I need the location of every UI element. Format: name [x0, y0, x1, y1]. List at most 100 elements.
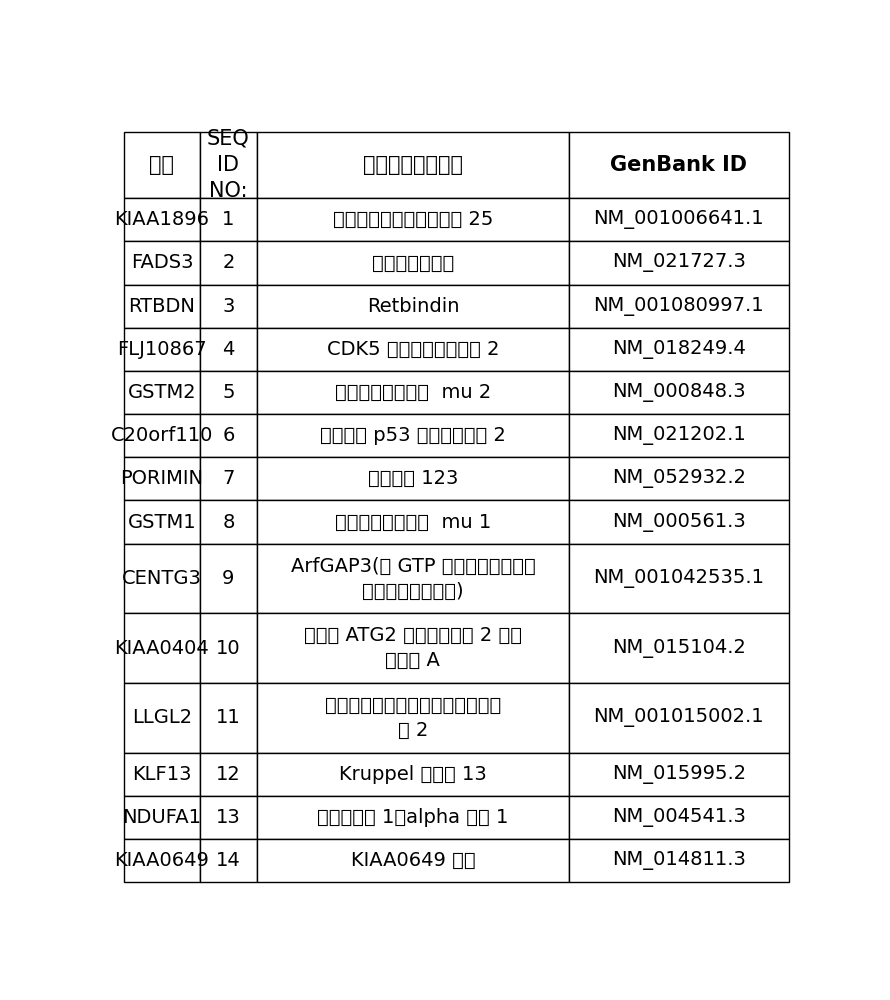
Text: NM_001080997.1: NM_001080997.1 — [594, 297, 765, 316]
Bar — [570, 328, 789, 371]
Text: GSTM1: GSTM1 — [127, 513, 196, 532]
Bar — [570, 500, 789, 544]
Text: RTBDN: RTBDN — [128, 297, 195, 316]
Bar — [256, 839, 570, 882]
Bar — [200, 683, 256, 753]
Text: 与酵母 ATG2 自噬相关蛋白 2 同源
的蛋白 A: 与酵母 ATG2 自噬相关蛋白 2 同源 的蛋白 A — [303, 626, 522, 670]
Bar — [124, 371, 200, 414]
Bar — [256, 414, 570, 457]
Text: LLGL2: LLGL2 — [132, 708, 192, 727]
Text: NM_001042535.1: NM_001042535.1 — [594, 569, 765, 588]
Bar — [256, 544, 570, 613]
Text: 6: 6 — [222, 426, 235, 445]
Text: NM_015104.2: NM_015104.2 — [612, 639, 746, 658]
Text: 谷胱甘肽硫转移酶  mu 1: 谷胱甘肽硫转移酶 mu 1 — [335, 513, 491, 532]
Text: NM_000561.3: NM_000561.3 — [612, 513, 746, 532]
Text: 肿瘤蛋白 p53 诱导的核蛋白 2: 肿瘤蛋白 p53 诱导的核蛋白 2 — [320, 426, 506, 445]
Text: PORIMIN: PORIMIN — [120, 469, 204, 488]
Text: NM_014811.3: NM_014811.3 — [612, 851, 746, 870]
Text: 5: 5 — [222, 383, 235, 402]
Bar — [200, 285, 256, 328]
Bar — [200, 328, 256, 371]
Text: KIAA0649: KIAA0649 — [115, 851, 209, 870]
Bar — [570, 544, 789, 613]
Text: NM_000848.3: NM_000848.3 — [612, 383, 746, 402]
Text: NM_052932.2: NM_052932.2 — [611, 469, 746, 488]
Bar — [256, 796, 570, 839]
Text: Retbindin: Retbindin — [367, 297, 459, 316]
Bar — [200, 839, 256, 882]
Text: 3: 3 — [222, 297, 235, 316]
Bar — [124, 241, 200, 285]
Text: NM_021727.3: NM_021727.3 — [612, 253, 746, 272]
Bar — [256, 198, 570, 241]
Bar — [200, 544, 256, 613]
Bar — [124, 544, 200, 613]
Bar — [124, 613, 200, 683]
Bar — [200, 613, 256, 683]
Text: KIAA0649 蛋白: KIAA0649 蛋白 — [351, 851, 475, 870]
Bar — [124, 683, 200, 753]
Bar — [570, 371, 789, 414]
Text: 4: 4 — [222, 340, 235, 359]
Text: 8: 8 — [222, 513, 235, 532]
Bar — [570, 241, 789, 285]
Text: 与果蝇巨大幼虫致死基因同源的蛋
白 2: 与果蝇巨大幼虫致死基因同源的蛋 白 2 — [325, 696, 501, 740]
Bar — [124, 753, 200, 796]
Text: NM_004541.3: NM_004541.3 — [612, 808, 746, 827]
Text: ArfGAP3(含 GTP 酶活性域，锚蛋白
重复位点和苯基域): ArfGAP3(含 GTP 酶活性域，锚蛋白 重复位点和苯基域) — [290, 557, 535, 601]
Bar — [200, 241, 256, 285]
Text: NM_018249.4: NM_018249.4 — [612, 340, 746, 359]
Bar — [124, 457, 200, 500]
Bar — [570, 839, 789, 882]
Bar — [256, 285, 570, 328]
Bar — [200, 371, 256, 414]
Text: 可溶性运载蛋白家族成员 25: 可溶性运载蛋白家族成员 25 — [333, 210, 493, 229]
Text: KIAA1896: KIAA1896 — [115, 210, 209, 229]
Text: 12: 12 — [216, 765, 241, 784]
Text: GenBank ID: GenBank ID — [611, 155, 748, 175]
Text: CDK5 调节亚基结合蛋白 2: CDK5 调节亚基结合蛋白 2 — [327, 340, 499, 359]
Text: 14: 14 — [216, 851, 241, 870]
Bar — [124, 839, 200, 882]
Text: KLF13: KLF13 — [132, 765, 191, 784]
Text: 脂肪酸去饱和酶: 脂肪酸去饱和酶 — [372, 253, 454, 272]
Bar — [570, 683, 789, 753]
Text: CENTG3: CENTG3 — [122, 569, 202, 588]
Text: 谷胱甘肽硫转移酶  mu 2: 谷胱甘肽硫转移酶 mu 2 — [335, 383, 491, 402]
Text: 基因: 基因 — [150, 155, 174, 175]
Bar — [256, 132, 570, 198]
Text: 10: 10 — [216, 639, 240, 658]
Text: 13: 13 — [216, 808, 241, 827]
Bar — [570, 285, 789, 328]
Bar — [200, 457, 256, 500]
Bar — [570, 753, 789, 796]
Bar — [570, 613, 789, 683]
Text: NM_015995.2: NM_015995.2 — [611, 765, 746, 784]
Text: FADS3: FADS3 — [131, 253, 193, 272]
Text: 7: 7 — [222, 469, 235, 488]
Text: 编码的蛋白的名称: 编码的蛋白的名称 — [363, 155, 463, 175]
Bar — [200, 132, 256, 198]
Bar — [570, 796, 789, 839]
Text: NDUFA1: NDUFA1 — [123, 808, 201, 827]
Text: SEQ
ID
NO:: SEQ ID NO: — [207, 128, 250, 201]
Text: GSTM2: GSTM2 — [127, 383, 196, 402]
Bar — [124, 414, 200, 457]
Bar — [124, 500, 200, 544]
Bar — [200, 198, 256, 241]
Bar — [256, 241, 570, 285]
Bar — [124, 132, 200, 198]
Bar — [256, 613, 570, 683]
Text: NM_001006641.1: NM_001006641.1 — [594, 210, 765, 229]
Text: KIAA0404: KIAA0404 — [115, 639, 209, 658]
Text: 2: 2 — [222, 253, 235, 272]
Text: 1: 1 — [222, 210, 235, 229]
Text: Kruppel 样因子 13: Kruppel 样因子 13 — [339, 765, 487, 784]
Text: NM_021202.1: NM_021202.1 — [612, 426, 746, 445]
Bar — [200, 796, 256, 839]
Text: 辅酶脱氢酶 1，alpha 子基 1: 辅酶脱氢酶 1，alpha 子基 1 — [317, 808, 508, 827]
Bar — [124, 285, 200, 328]
Text: 11: 11 — [216, 708, 241, 727]
Bar — [200, 753, 256, 796]
